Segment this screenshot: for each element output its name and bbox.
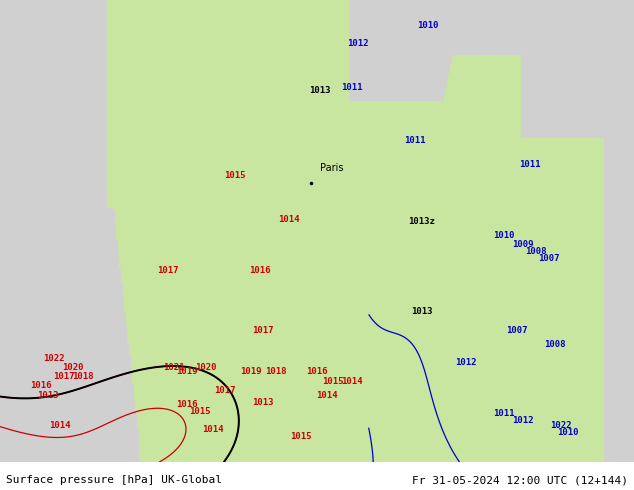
Text: 1011: 1011 xyxy=(493,409,515,418)
Text: 1016: 1016 xyxy=(176,400,198,409)
Text: 1013: 1013 xyxy=(309,86,331,95)
Text: 1013: 1013 xyxy=(37,391,58,399)
Text: 1009: 1009 xyxy=(512,241,534,249)
Text: 1013z: 1013z xyxy=(408,217,435,226)
Text: 1012: 1012 xyxy=(347,39,369,49)
Text: 1014: 1014 xyxy=(202,425,223,434)
Text: 1008: 1008 xyxy=(544,340,566,349)
Text: 1017: 1017 xyxy=(214,386,236,395)
Text: 1010: 1010 xyxy=(493,231,515,240)
Text: 1014: 1014 xyxy=(49,420,71,430)
Text: 1011: 1011 xyxy=(341,83,363,92)
Text: 1010: 1010 xyxy=(557,428,578,437)
Text: 1020: 1020 xyxy=(62,363,84,372)
Text: 1015: 1015 xyxy=(189,407,210,416)
Text: 1011: 1011 xyxy=(519,160,540,169)
Text: 1020: 1020 xyxy=(195,363,217,372)
Text: 1011: 1011 xyxy=(404,136,426,146)
Text: 1022: 1022 xyxy=(43,354,65,363)
Text: 1013: 1013 xyxy=(411,307,432,317)
Text: Paris: Paris xyxy=(320,163,344,173)
Text: 1014: 1014 xyxy=(316,391,337,399)
Text: 1012: 1012 xyxy=(455,358,477,367)
Text: 1018: 1018 xyxy=(72,372,93,381)
Text: 1017: 1017 xyxy=(252,326,274,335)
Text: 1019: 1019 xyxy=(240,368,261,376)
Text: 1007: 1007 xyxy=(506,326,527,335)
Text: 1017: 1017 xyxy=(157,266,179,275)
Text: 1016: 1016 xyxy=(30,381,52,391)
Text: 1016: 1016 xyxy=(306,368,328,376)
Text: 1018: 1018 xyxy=(265,368,287,376)
Text: 1014: 1014 xyxy=(278,215,299,224)
Text: 1016: 1016 xyxy=(249,266,271,275)
Text: 1012: 1012 xyxy=(512,416,534,425)
Text: 1019: 1019 xyxy=(176,368,198,376)
Text: Surface pressure [hPa] UK-Global: Surface pressure [hPa] UK-Global xyxy=(6,475,223,485)
Text: 1021: 1021 xyxy=(164,363,185,372)
Text: 1015: 1015 xyxy=(322,377,344,386)
Text: 1010: 1010 xyxy=(417,21,439,30)
Text: 1007: 1007 xyxy=(538,254,559,263)
Text: 1008: 1008 xyxy=(525,247,547,256)
Text: 1014: 1014 xyxy=(341,377,363,386)
Text: 1022: 1022 xyxy=(550,420,572,430)
Text: 1015: 1015 xyxy=(290,432,312,441)
Text: 1013: 1013 xyxy=(252,397,274,407)
Text: 1015: 1015 xyxy=(224,171,245,180)
Text: 1017: 1017 xyxy=(53,372,74,381)
Text: Fr 31-05-2024 12:00 UTC (12+144): Fr 31-05-2024 12:00 UTC (12+144) xyxy=(411,475,628,485)
